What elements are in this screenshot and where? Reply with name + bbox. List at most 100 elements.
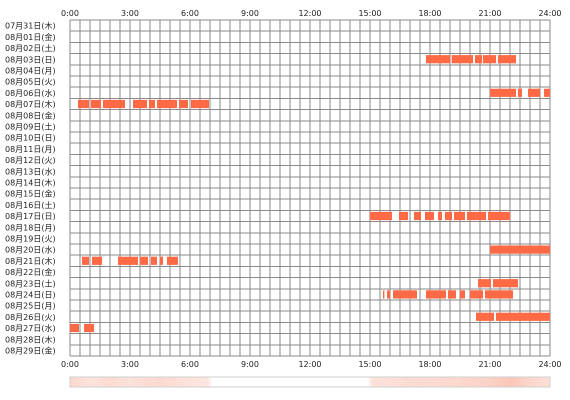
activity-bar xyxy=(167,256,178,265)
date-label: 08月25日(月) xyxy=(5,302,56,311)
date-label: 08月20日(水) xyxy=(5,245,56,255)
x-tick-label: 21:00 xyxy=(478,360,501,369)
activity-bar xyxy=(498,55,516,64)
activity-bar xyxy=(493,279,518,288)
activity-bar xyxy=(475,55,482,64)
date-label: 08月21日(木) xyxy=(5,256,56,266)
activity-bar xyxy=(179,99,188,109)
date-label: 08月22日(金) xyxy=(5,267,56,277)
activity-bar xyxy=(70,323,79,333)
activity-bar xyxy=(445,211,452,221)
activity-bar xyxy=(478,279,491,288)
x-tick-label: 0:00 xyxy=(61,9,79,18)
activity-bar xyxy=(470,290,483,299)
date-label: 07月31日(木) xyxy=(5,21,56,31)
date-label: 08月28日(木) xyxy=(5,334,56,344)
activity-bar xyxy=(490,88,516,97)
y-axis-dates: 07月31日(木)08月01日(金)08月02日(土) 08月03日(日) 08月0… xyxy=(5,21,56,356)
activity-bar xyxy=(460,290,465,299)
date-label: 08月17日(日) xyxy=(5,212,56,221)
activity-bar xyxy=(485,290,513,299)
x-tick-label: 18:00 xyxy=(418,360,441,369)
date-label: 08月27日(水) xyxy=(5,323,56,333)
activity-bar xyxy=(118,256,138,265)
activity-bar xyxy=(370,211,392,221)
activity-bar xyxy=(160,256,163,265)
activity-bar xyxy=(426,290,446,299)
activity-bar xyxy=(483,55,496,64)
date-label: 08月23日(土) xyxy=(5,278,56,288)
activity-bar xyxy=(149,99,155,109)
activity-bars xyxy=(70,55,550,333)
activity-bar xyxy=(393,290,417,299)
activity-bar xyxy=(518,88,522,97)
summary-bar xyxy=(69,376,551,388)
plot-grid xyxy=(69,19,551,357)
activity-bar xyxy=(383,290,385,299)
activity-bar xyxy=(488,211,510,221)
x-axis-top: 0:00 3:00 6:00 9:00 12:00 15:00 18:00 21:00 24:0… xyxy=(61,9,562,18)
activity-bar xyxy=(91,99,101,109)
date-label: 08月15日(金) xyxy=(5,189,56,199)
date-label: 08月13日(水) xyxy=(5,166,56,176)
activity-bar xyxy=(544,88,550,97)
activity-bar xyxy=(151,256,157,265)
date-label: 08月07日(木) xyxy=(5,99,56,109)
activity-bar xyxy=(414,211,421,221)
activity-bar xyxy=(476,312,494,321)
activity-bar xyxy=(140,256,148,265)
activity-bar xyxy=(78,99,89,109)
x-tick-label: 9:00 xyxy=(241,360,259,369)
date-label: 08月14日(木) xyxy=(5,178,56,188)
x-tick-label: 0:00 xyxy=(61,360,79,369)
x-tick-label: 21:00 xyxy=(478,9,501,18)
date-label: 08月01日(金) xyxy=(5,32,56,42)
x-tick-label: 15:00 xyxy=(358,9,381,18)
date-label: 08月12日(火) xyxy=(5,156,56,165)
activity-bar xyxy=(92,256,102,265)
date-label: 08月11日(月) xyxy=(5,145,56,154)
date-label: 08月10日(日) xyxy=(5,134,56,143)
date-label: 08月29日(金) xyxy=(5,346,56,356)
x-tick-label: 3:00 xyxy=(121,360,139,369)
activity-bar xyxy=(84,323,94,333)
x-tick-label: 6:00 xyxy=(181,360,199,369)
x-tick-label: 24:00 xyxy=(538,9,561,18)
date-label: 08月06日(水) xyxy=(5,88,56,98)
date-label: 08月18日(月) xyxy=(5,223,56,232)
x-tick-label: 24:00 xyxy=(538,360,561,369)
activity-bar xyxy=(157,99,177,109)
activity-bar xyxy=(490,245,550,254)
x-tick-label: 6:00 xyxy=(181,9,199,18)
date-label: 08月08日(金) xyxy=(5,110,56,120)
x-tick-label: 18:00 xyxy=(418,9,441,18)
activity-bar xyxy=(467,211,486,221)
activity-bar xyxy=(426,55,450,64)
x-tick-label: 12:00 xyxy=(298,360,321,369)
activity-bar xyxy=(528,88,540,97)
date-label: 08月24日(日) xyxy=(5,291,56,300)
activity-bar xyxy=(191,99,209,109)
date-label: 08月19日(火) xyxy=(5,235,56,244)
x-tick-label: 15:00 xyxy=(358,360,381,369)
x-tick-label: 12:00 xyxy=(298,9,321,18)
activity-bar xyxy=(103,99,125,109)
date-label: 08月04日(月) xyxy=(5,67,56,76)
activity-bar xyxy=(82,256,89,265)
activity-bar xyxy=(425,211,434,221)
date-label: 08月05日(火) xyxy=(5,78,56,87)
date-label: 08月02日(土) xyxy=(5,43,56,53)
activity-bar xyxy=(438,211,442,221)
date-label: 08月26日(火) xyxy=(5,313,56,322)
activity-bar xyxy=(387,290,390,299)
date-label: 08月16日(土) xyxy=(5,200,56,210)
activity-bar xyxy=(133,99,147,109)
activity-bar xyxy=(451,55,473,64)
date-label: 08月09日(土) xyxy=(5,122,56,132)
activity-bar xyxy=(399,211,408,221)
activity-bar xyxy=(448,290,456,299)
activity-bar xyxy=(454,211,465,221)
x-tick-label: 3:00 xyxy=(121,9,139,18)
x-tick-label: 9:00 xyxy=(241,9,259,18)
